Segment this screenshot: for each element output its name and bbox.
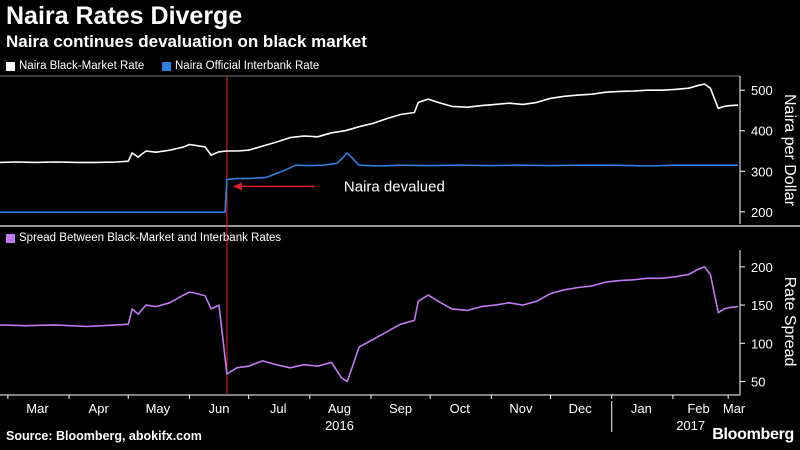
x-tick-label: Jul [270, 401, 287, 416]
x-tick-label: Dec [569, 401, 593, 416]
legend-swatch-spread [6, 233, 15, 243]
y-axis-title-spread: Rate Spread [781, 277, 798, 367]
legend-label-interbank: Naira Official Interbank Rate [175, 60, 320, 72]
y-tick-label: 150 [751, 298, 773, 313]
y-tick-label: 200 [751, 260, 773, 275]
legend-swatch-interbank [162, 61, 171, 71]
x-tick-label: Aug [328, 401, 351, 416]
y-tick-label: 300 [751, 164, 773, 179]
x-tick-label: Mar [723, 401, 746, 416]
x-tick-label: Oct [450, 401, 471, 416]
x-tick-label: Apr [89, 401, 110, 416]
y-tick-label: 100 [751, 336, 773, 351]
chart-subtitle: Naira continues devaluation on black mar… [6, 32, 367, 51]
y-tick-label: 200 [751, 205, 773, 220]
y-tick-label: 50 [751, 375, 765, 390]
bloomberg-logo: Bloomberg [712, 426, 794, 443]
x-tick-label: Jan [631, 401, 652, 416]
y-axis-title-rate: Naira per Dollar [781, 94, 798, 207]
legend-label-spread: Spread Between Black-Market and Interban… [19, 232, 282, 244]
legend-black-market: Naira Black-Market Rate [6, 60, 144, 72]
x-tick-label: Nov [509, 401, 533, 416]
devaluation-annotation: Naira devalued [344, 178, 445, 195]
year-label: 2016 [325, 418, 354, 433]
spread-line [0, 265, 739, 383]
devaluation-arrowhead [232, 182, 242, 191]
interbank-rate-line [0, 152, 738, 213]
chart-title: Naira Rates Diverge [6, 2, 243, 30]
y-tick-label: 500 [751, 83, 773, 98]
x-tick-label: Jun [209, 401, 230, 416]
legend-label-black-market: Naira Black-Market Rate [19, 60, 145, 72]
black-market-rate-line [0, 83, 739, 164]
y-tick-label: 400 [751, 124, 773, 139]
x-tick-label: May [146, 401, 171, 416]
x-tick-label: Mar [26, 401, 49, 416]
source-note: Source: Bloomberg, abokifx.com [6, 429, 202, 443]
legend-spread: Spread Between Black-Market and Interban… [6, 232, 281, 244]
year-label: 2017 [676, 418, 705, 433]
legend-swatch-black-market [6, 61, 15, 71]
legend-interbank: Naira Official Interbank Rate [162, 60, 319, 72]
x-tick-label: Sep [389, 401, 412, 416]
x-tick-label: Feb [687, 401, 709, 416]
